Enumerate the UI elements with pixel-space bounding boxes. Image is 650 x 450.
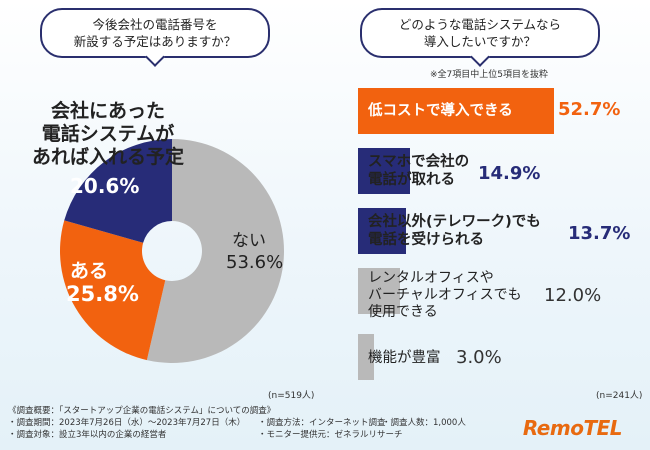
bar-label-remote: 会社以外(テレワーク)でも 電話を受けられる <box>368 213 541 249</box>
pie-value-yes: 25.8% <box>66 282 139 306</box>
bar-remote-work <box>358 208 406 254</box>
footer-method: ・調査方法：インターネット調査 <box>258 418 386 428</box>
bar-smartphone <box>358 148 410 194</box>
bar-label-rental-line3: 使用できる <box>368 304 438 320</box>
pie-chart <box>60 139 284 363</box>
remotel-logo: RemoTEL <box>522 416 623 440</box>
bar-label-smartphone-line2: 電話が取れる <box>368 172 455 188</box>
pie-label-plan-line3: あれば入れる予定 <box>31 146 184 168</box>
pie-label-yes: ある <box>70 260 109 282</box>
bar-value-smartphone: 14.9% <box>478 163 541 184</box>
footer-provider: ・モニター提供元：ゼネラルリサーチ <box>258 430 403 440</box>
left-n-label: (n=519人) <box>268 391 315 401</box>
pie-slice-plan <box>64 139 172 243</box>
bar-value-low-cost: 52.7% <box>558 99 621 120</box>
bar-low-cost <box>358 88 554 134</box>
footer-period: ・調査期間：2023年7月26日（水）〜2023年7月27日（木） <box>8 418 246 428</box>
right-note: ※全7項目中上位5項目を抜粋 <box>430 70 548 80</box>
pie-label-plan-line1: 会社にあった <box>50 100 165 122</box>
right-question-line2: 導入したいですか？ <box>423 34 537 49</box>
bar-label-smartphone: スマホで会社の 電話が取れる <box>368 153 469 189</box>
bar-rental-office <box>358 268 400 314</box>
bar-value-remote: 13.7% <box>568 223 631 244</box>
bar-label-smartphone-line1: スマホで会社の <box>368 154 470 170</box>
footer-count: ・調査人数：1,000人 <box>382 418 466 428</box>
bar-label-remote-line1: 会社以外(テレワーク)でも <box>368 214 541 230</box>
pie-slice-no <box>146 139 284 363</box>
footer-target: ・調査対象：設立3年以内の企業の経営者 <box>8 430 167 440</box>
pie-label-plan-line2: 電話システムが <box>41 123 175 145</box>
bar-label-low-cost: 低コストで導入できる <box>368 103 513 119</box>
right-question-line1: どのような電話システムなら <box>398 17 562 32</box>
footer-survey: 《調査概要：「スタートアップ企業の電話システム」についての調査》 <box>8 406 276 416</box>
pie-value-no: 53.6% <box>226 252 284 273</box>
pie-label-no: ない <box>232 231 266 251</box>
pie-value-plan: 20.6% <box>70 174 140 198</box>
left-question-line2: 新設する予定はありますか？ <box>73 34 237 49</box>
bar-label-rental-line2: バーチャルオフィスでも <box>368 287 522 303</box>
bar-label-features: 機能が豊富 <box>368 350 441 366</box>
bar-label-rental-line1: レンタルオフィスや <box>368 270 494 286</box>
bar-value-features: 3.0% <box>456 347 502 368</box>
right-n-label: (n=241人) <box>596 391 643 401</box>
bar-value-rental: 12.0% <box>544 285 602 306</box>
bar-features <box>358 334 374 380</box>
pie-slice-yes <box>60 220 166 361</box>
bar-label-remote-line2: 電話を受けられる <box>368 232 484 248</box>
left-question-bubble: 今後会社の電話番号を 新設する予定はありますか？ <box>40 8 270 58</box>
left-question-line1: 今後会社の電話番号を <box>92 17 218 32</box>
pie-label-plan: 会社にあった 電話システムが あれば入れる予定 <box>28 100 188 169</box>
bar-label-rental: レンタルオフィスや バーチャルオフィスでも 使用できる <box>368 270 522 321</box>
right-question-bubble: どのような電話システムなら 導入したいですか？ <box>360 8 600 58</box>
